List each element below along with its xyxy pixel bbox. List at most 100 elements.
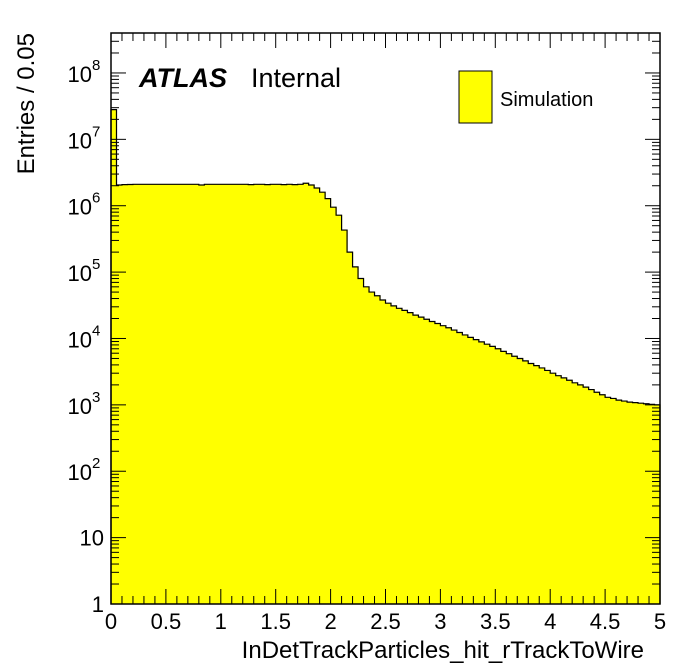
y-tick-exponent: 2: [92, 455, 100, 472]
histogram-bin: [423, 319, 431, 604]
histogram-bin: [176, 184, 183, 604]
histogram-bin: [264, 184, 271, 604]
y-tick-label: 10: [68, 195, 92, 220]
histogram-bin: [204, 184, 211, 604]
x-tick-label: 1.5: [260, 609, 291, 634]
histogram-bin: [643, 403, 650, 604]
histogram-bin: [325, 198, 332, 605]
histogram-bin: [182, 184, 189, 604]
y-tick-label: 10: [68, 128, 92, 153]
histogram-bin: [654, 404, 661, 604]
y-tick-exponent: 7: [92, 123, 100, 140]
histogram-bin: [632, 402, 639, 604]
y-tick-label: 10: [68, 261, 92, 286]
histogram-bin: [610, 398, 617, 604]
histogram-bin: [253, 184, 260, 604]
histogram-bin: [550, 373, 557, 604]
histogram-bin: [621, 401, 628, 604]
histogram-bin: [583, 387, 590, 604]
histogram-bin: [511, 356, 518, 604]
histogram-bin: [594, 392, 601, 604]
histogram-bin: [385, 303, 392, 604]
histogram-bin: [281, 184, 288, 604]
histogram-bin: [407, 312, 414, 604]
histogram-bin: [599, 394, 606, 604]
histogram-bin: [495, 348, 502, 604]
x-tick-label: 4.5: [590, 609, 621, 634]
y-tick-exponent: 6: [92, 190, 100, 207]
histogram-bin: [358, 278, 365, 604]
legend-swatch: [458, 70, 493, 124]
histogram-bin: [544, 370, 551, 604]
histogram-bin: [143, 184, 151, 604]
y-tick-label: 10: [80, 526, 104, 551]
histogram-bin: [478, 341, 485, 604]
histogram-bin: [215, 184, 222, 604]
histogram-bin: [209, 184, 216, 604]
histogram-bin: [297, 184, 304, 604]
histogram-bin: [127, 184, 134, 604]
histogram-bin: [231, 184, 238, 604]
histogram-bin: [111, 109, 118, 605]
histogram-bin: [154, 184, 162, 604]
histogram-bin: [451, 330, 458, 604]
histogram-bin: [440, 325, 447, 604]
histogram-bin: [555, 375, 562, 604]
histogram-bin: [627, 402, 634, 604]
histogram-bin: [292, 184, 299, 604]
x-tick-label: 3: [434, 609, 446, 634]
histogram-bin: [286, 184, 293, 604]
histogram-bin: [605, 397, 612, 604]
histogram-bin: [198, 185, 205, 605]
x-tick-label: 2: [324, 609, 336, 634]
histogram-bin: [220, 184, 227, 604]
histogram-bin: [566, 380, 573, 604]
x-axis-title: InDetTrackParticles_hit_rTrackToWire: [242, 637, 644, 664]
histogram-bin: [187, 184, 194, 604]
histogram-bin: [132, 184, 140, 604]
histogram-bin: [369, 292, 376, 604]
histogram-bin: [165, 184, 172, 604]
y-tick-label: 10: [68, 62, 92, 87]
histogram-bin: [638, 403, 645, 604]
histogram-bin: [572, 382, 579, 604]
histogram-bin: [539, 367, 546, 604]
histogram-bin: [533, 365, 540, 604]
histogram-bin: [467, 337, 474, 604]
histogram-bin: [374, 295, 381, 604]
x-tick-label: 2.5: [370, 609, 401, 634]
histogram-bin: [489, 346, 496, 604]
y-tick-exponent: 4: [92, 322, 100, 339]
histogram-bin: [341, 230, 348, 604]
histogram-bin: [303, 183, 310, 604]
atlas-label: ATLAS: [138, 63, 227, 93]
internal-label: Internal: [251, 63, 341, 93]
histogram-bin: [138, 184, 145, 604]
histogram-bin: [121, 184, 129, 604]
x-tick-label: 0.5: [151, 609, 182, 634]
histogram-bin: [577, 384, 584, 604]
histogram-bin: [528, 363, 535, 604]
x-tick-label: 5: [654, 609, 666, 634]
histogram-bin: [149, 184, 156, 604]
histogram-bin: [347, 252, 354, 604]
histogram-bin: [308, 185, 315, 605]
histogram-bin: [522, 360, 529, 604]
histogram-outline: [110, 109, 661, 604]
histogram-bin: [456, 332, 463, 604]
y-tick-exponent: 8: [92, 57, 100, 74]
histogram-bin: [314, 187, 321, 605]
histogram-bin: [171, 184, 178, 604]
histogram-bin: [226, 184, 233, 604]
histogram-bin: [319, 192, 326, 604]
histogram-bin: [445, 327, 452, 604]
y-tick-exponent: 3: [92, 389, 100, 406]
histogram-bin: [259, 184, 266, 604]
histogram-bin: [506, 353, 513, 604]
x-tick-label: 3.5: [480, 609, 511, 634]
histogram-bin: [484, 344, 491, 604]
histogram-bin: [649, 404, 656, 604]
histogram-bin: [242, 184, 249, 604]
